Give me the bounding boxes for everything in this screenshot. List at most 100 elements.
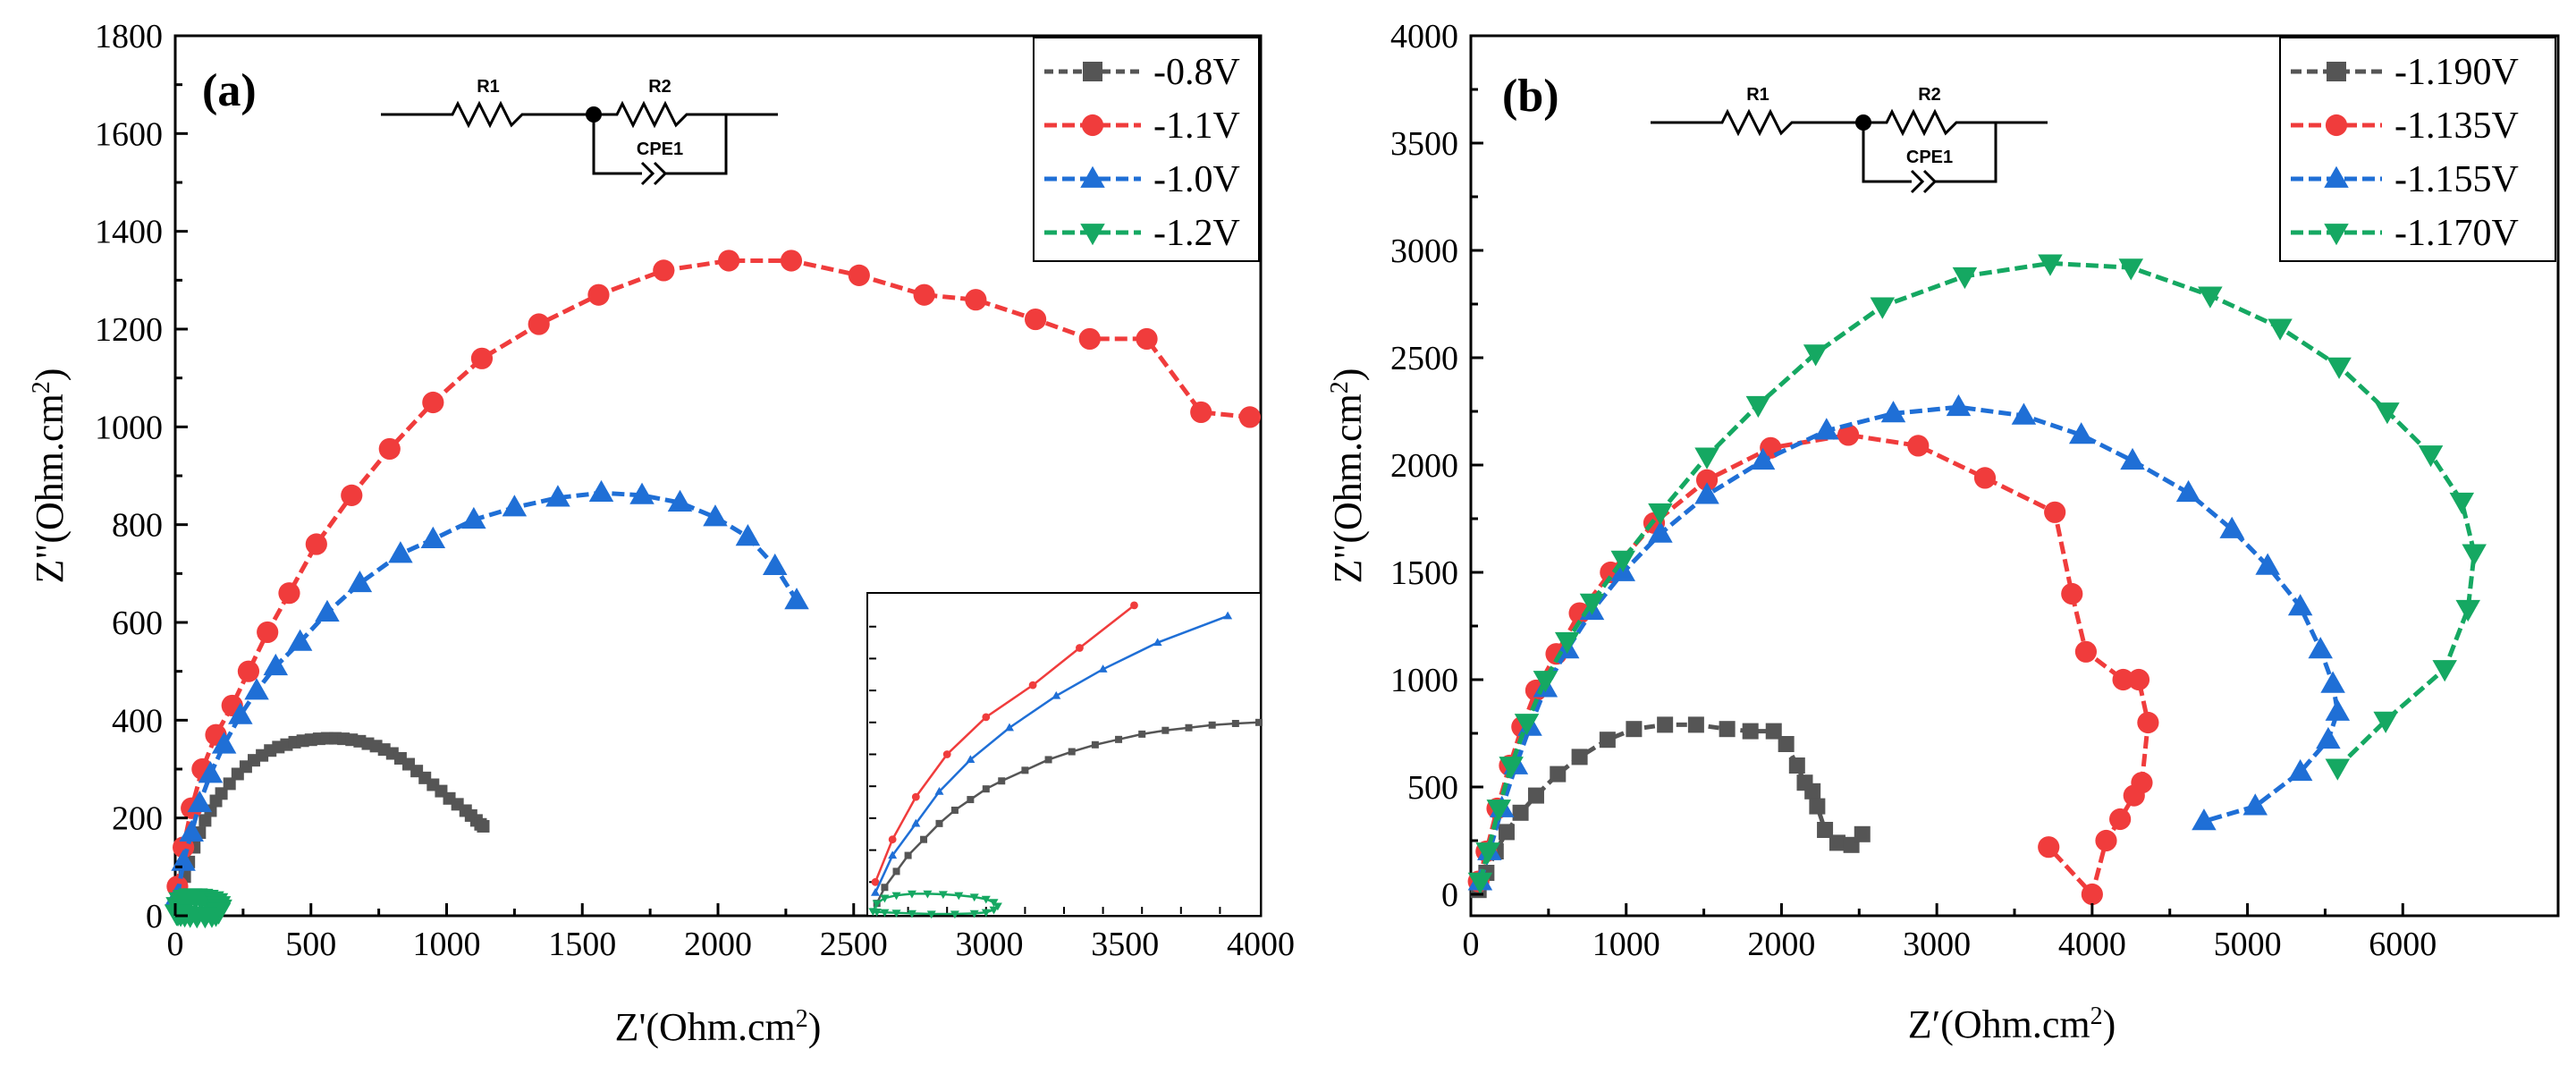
data-point [1742, 723, 1759, 740]
data-point [1803, 344, 1829, 367]
x-tick-label: 3000 [1903, 926, 1971, 963]
y-tick-label: 1000 [1390, 662, 1458, 699]
data-point [848, 264, 870, 286]
data-point [2308, 637, 2333, 659]
data-point [1804, 783, 1821, 800]
data-point [341, 484, 363, 506]
data-point [305, 533, 327, 555]
legend-marker [1081, 114, 1104, 137]
series-line [1478, 260, 2477, 883]
inset-data-point [872, 909, 882, 917]
data-point [2068, 422, 2094, 444]
data-point [1190, 401, 1212, 424]
inset-data-point [982, 713, 991, 722]
inset-data-point [1021, 766, 1029, 774]
data-point [735, 524, 761, 546]
data-point [762, 553, 788, 576]
inset-data-point [942, 750, 951, 758]
data-point [2081, 883, 2103, 906]
inset-data-point [969, 893, 979, 902]
data-point [784, 588, 809, 610]
chart-a-circuit-cpe-label: CPE1 [637, 140, 683, 159]
data-point [1750, 447, 1776, 470]
legend-label: -1.0V [1153, 159, 1240, 200]
data-point [2268, 318, 2293, 341]
y-tick-label: 0 [1441, 876, 1458, 914]
data-point [2038, 836, 2060, 859]
y-tick-label: 0 [146, 898, 163, 935]
data-point [223, 777, 236, 791]
inset-data-point [954, 892, 964, 901]
x-tick-label: 5000 [2214, 926, 2282, 963]
data-point [1571, 749, 1588, 766]
data-point [1599, 732, 1616, 749]
inset-data-point [1185, 723, 1193, 732]
inset-data-point [911, 818, 921, 827]
x-tick-label: 1500 [548, 926, 616, 963]
data-point [2325, 758, 2351, 781]
data-point [179, 819, 204, 842]
data-point [545, 485, 570, 507]
data-point [2449, 492, 2475, 515]
data-point [1687, 716, 1704, 733]
legend-entry: -0.8V [1044, 52, 1240, 93]
data-point [198, 761, 224, 783]
data-point [1486, 800, 1512, 822]
x-tick-label: 0 [167, 926, 184, 963]
inset-data-point [981, 895, 991, 904]
data-point [965, 289, 987, 311]
data-point [1973, 467, 1997, 489]
data-point [1498, 824, 1515, 841]
chart-a-x-axis-title: Z'(Ohm.cm2) [615, 1005, 822, 1050]
inset-data-point [1004, 723, 1014, 732]
chart-a: 0 500 1000 1500 2000 2500 3000 3500 4000 0 200 400 6… [28, 18, 1296, 1049]
chart-a-circuit-diagram: R1 R2 CPE1 [381, 77, 778, 186]
data-point [1694, 482, 1719, 504]
chart-a-inset-plot [868, 601, 1263, 919]
data-point [2373, 711, 2398, 733]
legend-marker [2324, 224, 2349, 246]
inset-data-point [1138, 730, 1146, 738]
x-tick-label: 1000 [413, 926, 481, 963]
legend-label: -1.135V [2394, 106, 2519, 147]
data-point [2327, 357, 2352, 379]
chart-a-circuit-r1-label: R1 [477, 77, 500, 97]
data-point [171, 849, 196, 871]
inset-data-point [1091, 740, 1099, 749]
data-point [2123, 784, 2145, 807]
y-tick-label: 1500 [1390, 554, 1458, 592]
data-point [2455, 599, 2480, 622]
legend-marker [2327, 62, 2346, 81]
data-point [2242, 793, 2268, 816]
inset-data-point [892, 867, 900, 876]
data-point [528, 313, 550, 335]
data-point [1952, 266, 1978, 290]
data-point [2038, 254, 2063, 276]
inset-data-point [1223, 611, 1233, 620]
data-point [1024, 308, 1047, 331]
data-point [198, 814, 212, 827]
y-tick-label: 200 [112, 800, 163, 838]
inset-data-point [926, 910, 936, 919]
inset-data-point [966, 755, 976, 764]
data-point [2418, 445, 2444, 468]
data-point [1467, 872, 1493, 894]
inset-data-point [950, 806, 959, 814]
y-tick-label: 1200 [95, 311, 163, 349]
data-point [263, 653, 289, 676]
data-point [2112, 668, 2134, 691]
data-point [2325, 698, 2351, 721]
data-point [913, 283, 935, 306]
inset-data-point [870, 888, 880, 896]
legend-marker [2324, 165, 2349, 188]
data-point [2109, 808, 2132, 831]
inset-data-point [1052, 690, 1061, 699]
inset-data-point [1161, 726, 1170, 734]
data-point [1475, 842, 1500, 865]
chart-b-circuit-cpe-label: CPE1 [1906, 148, 1953, 167]
data-point [1719, 721, 1736, 738]
inset-data-point [880, 909, 890, 918]
legend-label: -0.8V [1153, 52, 1240, 93]
y-tick-label: 3500 [1390, 125, 1458, 163]
data-point [1814, 418, 1839, 440]
